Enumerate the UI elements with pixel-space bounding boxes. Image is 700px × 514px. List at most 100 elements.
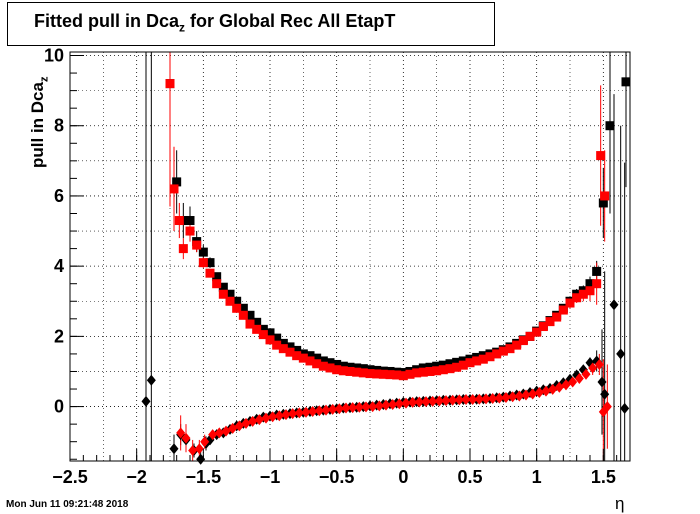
data-point-square: [332, 365, 342, 375]
y-tick-label: 8: [54, 116, 64, 136]
data-point-diamond: [408, 396, 418, 408]
data-point-square: [212, 279, 222, 289]
data-point-diamond: [234, 420, 244, 432]
data-point-square: [532, 327, 542, 337]
data-point-square: [318, 361, 328, 371]
data-point-square: [232, 303, 242, 313]
data-point-square: [505, 344, 515, 354]
data-point-diamond: [308, 405, 318, 417]
data-point-square: [172, 177, 182, 187]
data-point-square: [412, 368, 422, 378]
data-point-diamond: [200, 436, 210, 448]
chart-grid: [69, 52, 630, 461]
data-point-square: [432, 361, 442, 371]
data-point-square: [498, 346, 508, 356]
y-tick-label: 2: [54, 326, 64, 346]
x-tick-label: 0.5: [457, 467, 482, 487]
data-point-square: [338, 366, 348, 376]
data-point-square: [438, 365, 448, 375]
y-axis-label: pull in Dcaz: [28, 76, 51, 168]
x-axis-label: η: [615, 494, 625, 513]
data-point-diamond: [394, 398, 404, 410]
data-point-square: [518, 336, 528, 346]
data-point-diamond: [181, 432, 191, 444]
data-point-diamond: [261, 412, 271, 424]
data-point-square: [185, 216, 195, 226]
data-point-diamond: [554, 381, 564, 393]
data-point-square: [365, 369, 375, 379]
data-point-square: [185, 226, 195, 236]
x-tick-label: 1: [532, 467, 542, 487]
data-point-square: [198, 247, 208, 257]
data-point-diamond: [421, 396, 431, 408]
data-point-square: [538, 322, 548, 332]
data-point-diamond: [214, 427, 224, 439]
data-point-square: [292, 345, 302, 355]
data-point-diamond: [381, 399, 391, 411]
data-point-diamond: [494, 392, 504, 404]
data-point-diamond: [428, 395, 438, 407]
data-point-diamond: [488, 393, 498, 405]
data-point-square: [218, 282, 228, 292]
data-point-square: [238, 310, 248, 320]
timestamp: Mon Jun 11 09:21:48 2018: [6, 499, 129, 510]
data-point-square: [418, 367, 428, 377]
data-point-diamond: [508, 391, 518, 403]
data-point-square: [385, 370, 395, 380]
data-point-square: [325, 363, 335, 373]
data-point-square: [198, 258, 208, 268]
x-tick-label: −1.5: [186, 467, 222, 487]
data-point-diamond: [328, 403, 338, 415]
x-tick-label: −2.5: [52, 467, 88, 487]
x-tick-label: 1.5: [591, 467, 616, 487]
data-point-square: [325, 358, 335, 368]
data-point-square: [245, 319, 255, 329]
data-point-diamond: [501, 391, 511, 403]
data-point-square: [292, 351, 302, 361]
data-point-diamond: [609, 299, 619, 311]
data-point-square: [312, 359, 322, 369]
data-point-square: [278, 344, 288, 354]
data-point-diamond: [281, 409, 291, 421]
data-point-diamond: [374, 400, 384, 412]
axis-ticks: −2.5 −2 −1.5 −1 −0.5 0 0.5 1 1.5 0 2 4 6 8 10: [44, 46, 631, 487]
data-point-square: [405, 369, 415, 379]
x-tick-label: −1: [260, 467, 281, 487]
data-point-diamond: [274, 410, 284, 422]
data-point-square: [238, 303, 248, 313]
data-point-diamond: [268, 411, 278, 423]
data-point-diamond: [597, 376, 607, 388]
data-point-square: [592, 279, 602, 289]
data-point-diamond: [248, 415, 258, 427]
data-point-square: [512, 340, 522, 350]
data-point-square: [398, 371, 408, 381]
data-point-diamond: [468, 394, 478, 406]
data-point-square: [472, 356, 482, 366]
data-point-square: [165, 79, 175, 89]
data-point-diamond: [588, 362, 598, 374]
data-point-square: [596, 151, 606, 161]
data-point-square: [585, 286, 595, 296]
data-point-square: [492, 349, 502, 359]
data-point-diamond: [534, 387, 544, 399]
data-point-square: [558, 305, 568, 315]
data-point-square: [265, 328, 275, 338]
data-point-diamond: [169, 443, 179, 455]
data-point-square: [258, 324, 268, 334]
plot-frame: [69, 51, 631, 462]
y-tick-label: 4: [54, 256, 64, 276]
data-point-diamond: [301, 406, 311, 418]
x-tick-label: −2: [126, 467, 147, 487]
data-point-diamond: [581, 368, 591, 380]
data-point-square: [265, 335, 275, 345]
data-point-square: [352, 367, 362, 377]
data-point-square: [372, 369, 382, 379]
data-point-square: [312, 353, 322, 363]
data-point-square: [272, 340, 282, 350]
y-tick-label: 0: [54, 397, 64, 417]
data-point-diamond: [208, 429, 218, 441]
data-point-diamond: [541, 385, 551, 397]
data-point-square: [445, 364, 455, 374]
data-point-square: [598, 198, 608, 208]
